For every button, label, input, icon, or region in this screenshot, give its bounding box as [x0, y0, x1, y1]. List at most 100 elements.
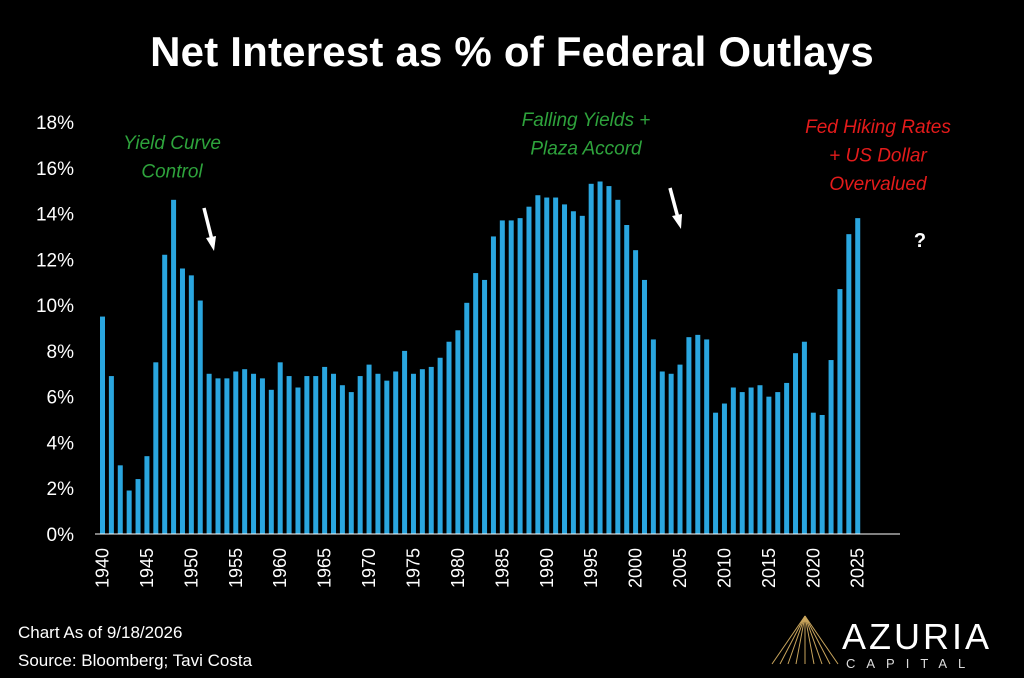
bar	[233, 371, 239, 534]
bar	[473, 273, 479, 534]
x-tick-label: 1955	[226, 548, 246, 588]
bar	[704, 339, 710, 534]
bar	[597, 181, 603, 534]
bar	[464, 302, 470, 534]
bar	[535, 195, 541, 535]
bar	[402, 350, 408, 534]
bar	[650, 339, 656, 534]
bar	[348, 392, 354, 534]
y-tick-label: 8%	[47, 342, 75, 363]
chart-title: Net Interest as % of Federal Outlays	[150, 28, 874, 75]
azuria-capital-logo: AZURIA CAPITAL	[770, 612, 1020, 672]
y-tick-label: 6%	[47, 388, 75, 409]
bar	[526, 206, 532, 534]
bar	[739, 392, 745, 534]
bar	[242, 369, 248, 534]
bar	[810, 412, 816, 534]
bar	[410, 373, 416, 534]
bar	[713, 412, 719, 534]
bar	[482, 279, 488, 534]
y-tick-label: 14%	[36, 205, 74, 226]
x-tick-label: 1965	[315, 548, 335, 588]
logo-subtitle: CAPITAL	[846, 656, 977, 671]
bar	[846, 234, 852, 534]
bar	[357, 376, 363, 534]
bar	[668, 373, 674, 534]
bar	[446, 341, 452, 534]
x-tick-label: 2025	[848, 548, 868, 588]
bar	[819, 414, 825, 534]
bar	[828, 360, 834, 534]
annotations-group: Yield Curve Control Falling Yields + Plaza …	[123, 110, 951, 252]
bar	[757, 385, 763, 534]
annotation: Yield Curve Control	[123, 133, 221, 183]
bar	[579, 215, 585, 534]
x-tick-label: 1960	[270, 548, 290, 588]
bar	[393, 371, 399, 534]
bar	[428, 366, 434, 534]
bar	[224, 378, 230, 534]
x-tick-label: 1945	[137, 548, 157, 588]
bar	[695, 334, 701, 534]
x-tick-label: 1940	[93, 548, 113, 588]
x-tick-label: 1950	[181, 548, 201, 588]
bar	[304, 376, 310, 534]
bar	[419, 369, 425, 534]
x-tick-label: 1990	[537, 548, 557, 588]
bar	[766, 396, 772, 534]
bar	[553, 197, 559, 534]
logo-mark-icon	[771, 615, 839, 665]
y-tick-label: 16%	[36, 159, 74, 180]
y-tick-label: 4%	[47, 433, 75, 454]
bar	[331, 373, 337, 534]
bar	[135, 479, 141, 534]
bar	[162, 254, 168, 534]
bar	[277, 362, 283, 534]
x-tick-label: 1975	[403, 548, 423, 588]
x-tick-label: 1995	[581, 548, 601, 588]
y-tick-label: 18%	[36, 113, 74, 134]
y-tick-label: 10%	[36, 296, 74, 317]
y-tick-label: 2%	[47, 479, 75, 500]
x-tick-label: 2010	[714, 548, 734, 588]
down-arrow-icon	[202, 207, 216, 251]
bar	[544, 197, 550, 534]
x-tick-label: 1970	[359, 548, 379, 588]
bar	[215, 378, 221, 534]
annotation: ?	[914, 230, 926, 252]
bar	[588, 183, 594, 535]
bar	[366, 364, 372, 534]
x-tick-label: 2000	[626, 548, 646, 588]
x-tick-label: 2020	[803, 548, 823, 588]
y-tick-label: 0%	[47, 525, 75, 546]
bar	[641, 279, 647, 534]
bar	[748, 387, 754, 534]
bar	[562, 204, 568, 534]
bar	[837, 289, 843, 534]
bar	[570, 211, 576, 534]
x-tick-label: 1985	[492, 548, 512, 588]
bar	[686, 337, 692, 534]
bar	[437, 357, 443, 534]
logo-name: AZURIA	[842, 616, 993, 657]
bar	[322, 366, 328, 534]
bar	[677, 364, 683, 534]
bar	[375, 373, 381, 534]
down-arrow-icon	[668, 187, 682, 229]
bar	[259, 378, 265, 534]
bar	[499, 220, 505, 535]
annotation: Falling Yields + Plaza Accord	[522, 110, 651, 160]
bar	[126, 490, 132, 534]
bar	[801, 341, 807, 534]
bar	[268, 389, 274, 534]
annotation: Fed Hiking Rates + US Dollar Overvalued	[805, 117, 951, 195]
bar	[295, 387, 301, 534]
y-tick-label: 12%	[36, 250, 74, 271]
bar	[339, 385, 345, 534]
bar	[188, 275, 194, 534]
bar	[251, 373, 257, 534]
bar	[144, 456, 150, 534]
bar	[508, 220, 514, 535]
bar	[606, 186, 612, 534]
